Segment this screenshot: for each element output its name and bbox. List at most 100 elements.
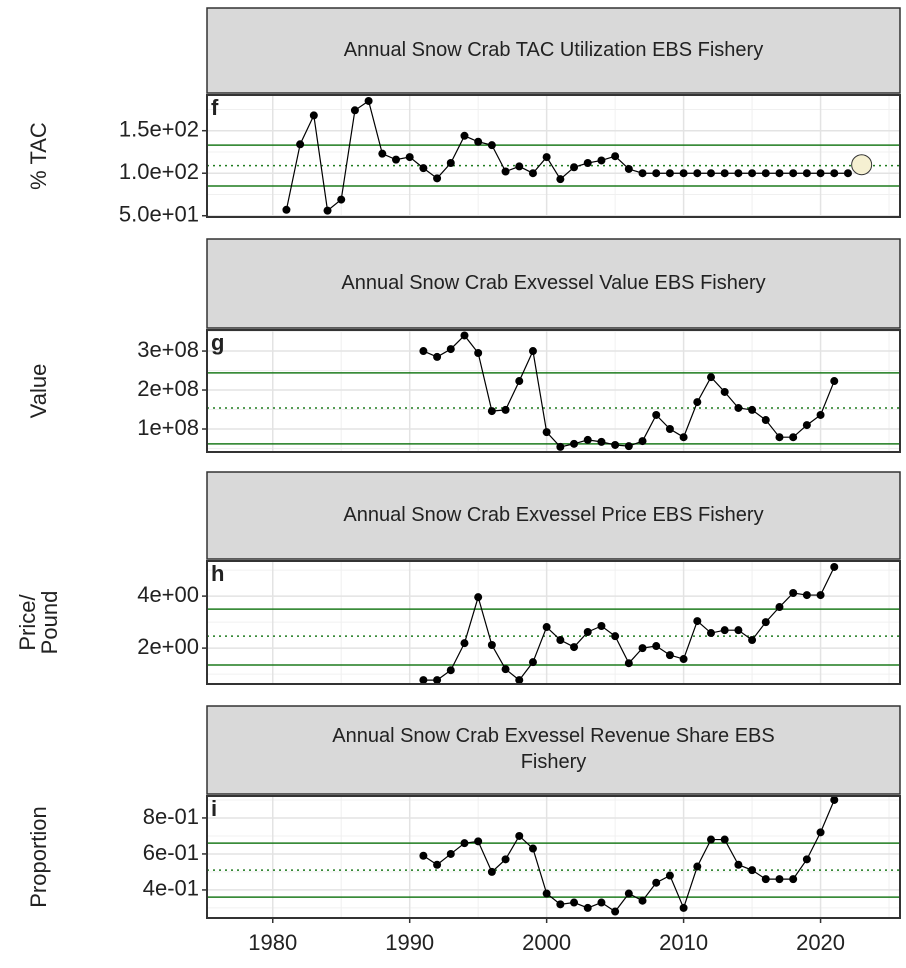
data-point <box>542 623 551 632</box>
data-point <box>364 96 373 105</box>
panel-label: h <box>211 561 224 586</box>
data-point <box>487 141 496 150</box>
panel-border <box>206 94 901 218</box>
data-point <box>583 627 592 636</box>
data-point <box>597 437 606 446</box>
panel-border <box>206 560 901 685</box>
y-tick-label: 1e+08 <box>137 415 199 440</box>
data-point <box>556 900 565 909</box>
data-point <box>707 169 715 178</box>
data-point <box>570 163 579 172</box>
strip-title-line: Annual Snow Crab Exvessel Revenue Share … <box>332 725 774 747</box>
data-point <box>501 405 510 414</box>
data-point <box>501 855 510 864</box>
data-point <box>611 440 620 449</box>
data-point <box>542 153 551 162</box>
data-point <box>583 159 592 168</box>
data-point <box>556 175 565 184</box>
data-point <box>638 169 647 178</box>
data-point <box>761 416 770 425</box>
data-point <box>748 636 757 645</box>
data-point <box>734 860 743 869</box>
strip-title: Annual Snow Crab Exvessel Value EBS Fish… <box>341 272 765 294</box>
y-axis-label-line: Price/ <box>15 594 40 651</box>
data-point <box>474 837 483 846</box>
data-point <box>405 153 414 162</box>
x-tick-label: 2020 <box>796 930 845 955</box>
data-point <box>802 421 811 430</box>
data-point <box>775 875 784 884</box>
data-point <box>597 622 606 631</box>
data-point <box>816 828 825 837</box>
data-point <box>789 433 798 442</box>
data-point <box>528 844 537 853</box>
data-point <box>638 644 647 653</box>
data-point <box>830 377 839 386</box>
data-point <box>789 588 798 597</box>
panel-border <box>206 329 901 453</box>
data-point <box>474 593 483 602</box>
data-point <box>693 169 702 178</box>
strip-title: Annual Snow Crab TAC Utilization EBS Fis… <box>344 39 763 61</box>
data-point <box>446 666 455 675</box>
data-point <box>433 352 442 361</box>
panel-border <box>206 795 901 919</box>
data-point <box>707 373 715 382</box>
strip-title: Annual Snow Crab Exvessel Price EBS Fish… <box>343 504 763 526</box>
highlight-point <box>851 154 873 176</box>
data-point <box>775 169 784 178</box>
y-tick-label: 4e+00 <box>137 582 199 607</box>
y-tick-label: 8e-01 <box>143 804 199 829</box>
data-point <box>720 169 729 178</box>
panel-label: i <box>211 796 217 821</box>
data-point <box>665 871 674 880</box>
data-point <box>515 377 524 386</box>
strip <box>206 7 901 94</box>
data-point <box>433 174 442 183</box>
data-point <box>761 875 770 884</box>
x-tick-label: 2010 <box>659 930 708 955</box>
data-point <box>720 835 729 844</box>
y-tick-label: 2e+08 <box>137 376 199 401</box>
data-point <box>528 347 537 356</box>
data-point <box>611 152 620 161</box>
data-point <box>570 439 579 448</box>
strip <box>206 705 901 795</box>
data-point <box>433 860 442 869</box>
data-point <box>624 442 633 451</box>
data-point <box>679 903 688 912</box>
data-point <box>816 591 825 600</box>
panel-label: g <box>211 330 224 355</box>
data-point <box>707 629 715 638</box>
y-tick-label: 1.5e+02 <box>119 117 199 142</box>
data-point <box>638 896 647 905</box>
y-axis-label: Price/Pound <box>15 591 62 655</box>
data-point <box>802 169 811 178</box>
data-point <box>707 835 715 844</box>
data-point <box>802 855 811 864</box>
data-point <box>693 617 702 626</box>
strip-title: Annual Snow Crab Exvessel Revenue Share … <box>332 725 774 773</box>
data-point <box>748 866 757 875</box>
data-point <box>665 425 674 434</box>
data-point <box>652 642 661 651</box>
y-axis-label: % TAC <box>26 122 51 190</box>
data-point <box>419 851 428 860</box>
data-point <box>446 345 455 354</box>
data-point <box>501 167 510 176</box>
data-point <box>679 433 688 442</box>
data-point <box>775 603 784 612</box>
data-point <box>843 169 852 178</box>
data-point <box>515 831 524 840</box>
data-point <box>460 639 469 648</box>
data-point <box>624 164 633 173</box>
data-point <box>830 562 839 571</box>
strip <box>206 471 901 560</box>
data-point <box>570 898 579 907</box>
strip-title-line: Fishery <box>521 751 587 773</box>
data-point <box>501 665 510 674</box>
data-point <box>487 640 496 649</box>
data-point <box>528 658 537 667</box>
data-point <box>597 156 606 165</box>
